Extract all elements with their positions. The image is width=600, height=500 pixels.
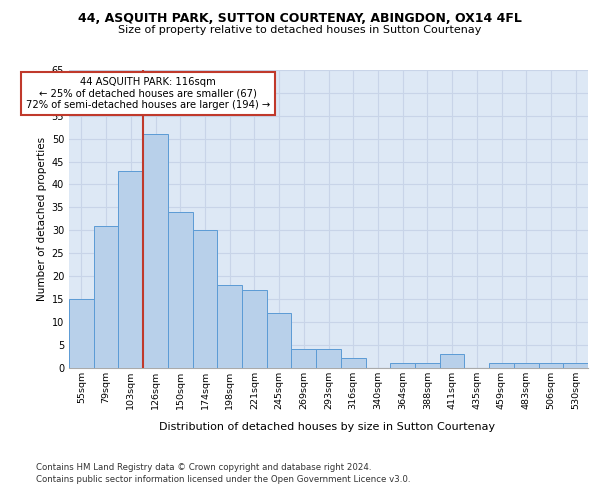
Bar xyxy=(390,363,415,368)
Bar xyxy=(242,290,267,368)
Bar xyxy=(217,285,242,368)
Bar xyxy=(563,363,588,368)
Text: Distribution of detached houses by size in Sutton Courtenay: Distribution of detached houses by size … xyxy=(159,422,495,432)
Bar xyxy=(118,170,143,368)
Bar xyxy=(193,230,217,368)
Text: 44, ASQUITH PARK, SUTTON COURTENAY, ABINGDON, OX14 4FL: 44, ASQUITH PARK, SUTTON COURTENAY, ABIN… xyxy=(78,12,522,26)
Text: 44 ASQUITH PARK: 116sqm
← 25% of detached houses are smaller (67)
72% of semi-de: 44 ASQUITH PARK: 116sqm ← 25% of detache… xyxy=(26,77,270,110)
Bar xyxy=(341,358,365,368)
Bar xyxy=(267,312,292,368)
Text: Contains HM Land Registry data © Crown copyright and database right 2024.: Contains HM Land Registry data © Crown c… xyxy=(36,464,371,472)
Bar xyxy=(94,226,118,368)
Bar xyxy=(415,363,440,368)
Bar xyxy=(292,349,316,368)
Text: Contains public sector information licensed under the Open Government Licence v3: Contains public sector information licen… xyxy=(36,475,410,484)
Bar xyxy=(514,363,539,368)
Y-axis label: Number of detached properties: Number of detached properties xyxy=(37,136,47,301)
Bar xyxy=(440,354,464,368)
Bar xyxy=(489,363,514,368)
Bar xyxy=(168,212,193,368)
Text: Size of property relative to detached houses in Sutton Courtenay: Size of property relative to detached ho… xyxy=(118,25,482,35)
Bar xyxy=(69,299,94,368)
Bar xyxy=(143,134,168,368)
Bar xyxy=(539,363,563,368)
Bar xyxy=(316,349,341,368)
